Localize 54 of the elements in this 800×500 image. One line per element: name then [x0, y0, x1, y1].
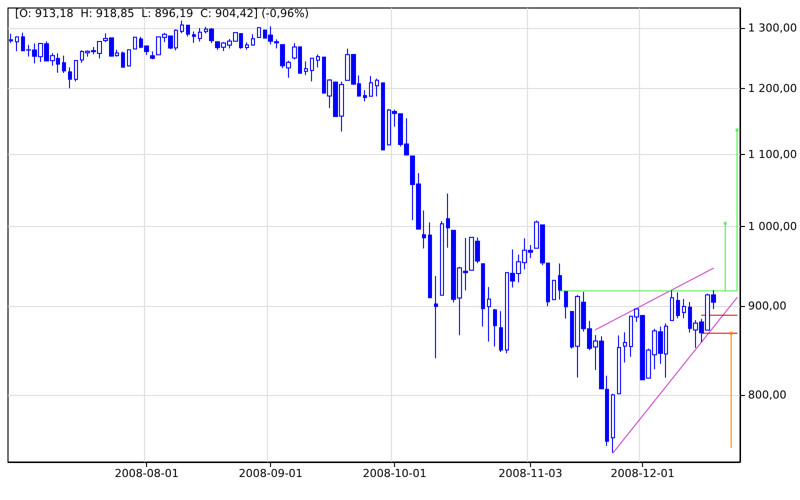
- candlestick: [375, 78, 379, 97]
- y-tick-label: 1 200,00: [748, 82, 797, 96]
- candlestick: [9, 33, 13, 44]
- candlestick: [198, 28, 202, 42]
- candlestick: [62, 55, 66, 74]
- candlestick: [74, 60, 78, 82]
- candlestick: [623, 332, 627, 364]
- candlestick: [499, 310, 503, 352]
- candlestick: [564, 291, 568, 320]
- candlestick: [121, 51, 125, 68]
- x-tick-label: 2008-10-01: [362, 467, 427, 480]
- candlestick: [127, 49, 131, 66]
- candlestick: [369, 76, 373, 97]
- chart-title: [O: 913,18 H: 918,85 L: 896,19 C: 904,42] (-0,96%): [15, 7, 309, 20]
- x-tick-label: 2008-12-01: [610, 467, 675, 480]
- y-tick-label: 900,00: [748, 299, 787, 312]
- candlestick: [440, 220, 444, 296]
- candlestick: [15, 36, 19, 52]
- candlestick: [68, 66, 72, 89]
- candlestick: [304, 60, 308, 76]
- candlestick: [274, 38, 279, 49]
- candlestick: [363, 90, 367, 102]
- candlestick: [558, 263, 562, 300]
- candlestick: [682, 298, 686, 319]
- candlestick: [192, 31, 196, 44]
- candlestick: [381, 82, 385, 150]
- candlestick: [605, 375, 609, 446]
- candlestick: [481, 263, 485, 327]
- candlestick: [245, 42, 249, 50]
- x-tick-label: 2008-09-01: [238, 467, 303, 480]
- candlestick: [446, 193, 450, 248]
- candlestick: [251, 34, 255, 46]
- candlestick: [670, 290, 674, 322]
- x-tick-label: 2008-08-01: [114, 467, 179, 480]
- candlestick: [617, 334, 621, 394]
- candlestick: [180, 20, 184, 34]
- candlestick: [257, 27, 261, 38]
- candlestick: [133, 36, 137, 50]
- y-tick-label: 1 300,00: [748, 22, 797, 35]
- candlestick: [552, 279, 556, 301]
- candlestick: [611, 393, 615, 454]
- candlestick: [428, 222, 432, 299]
- candlestick: [422, 210, 426, 250]
- candlestick: [493, 308, 497, 348]
- candlestick: [487, 286, 491, 342]
- candlestick: [676, 292, 680, 319]
- y-tick-label: 1 100,00: [748, 148, 797, 161]
- candlestick: [310, 57, 314, 82]
- x-tick-label: 2008-11-03: [498, 467, 562, 480]
- candlestick: [186, 24, 190, 37]
- candlestick: [434, 275, 438, 359]
- y-tick-label: 800,00: [748, 388, 787, 402]
- candlestick: [316, 54, 320, 68]
- y-tick-label: 1 000,00: [748, 220, 797, 233]
